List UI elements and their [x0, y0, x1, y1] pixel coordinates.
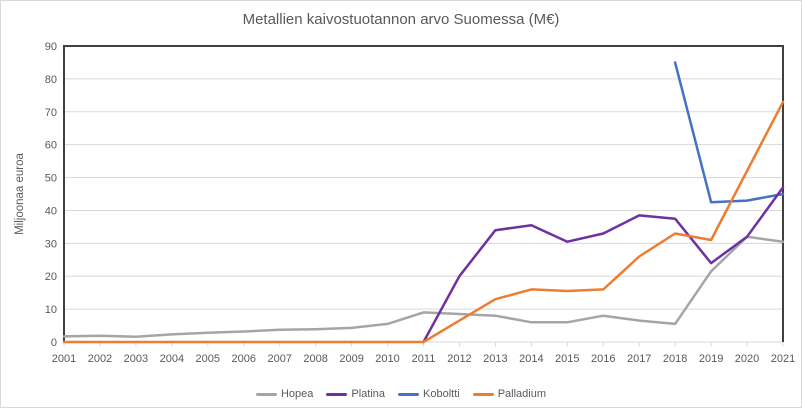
- x-tick-label: 2002: [88, 353, 112, 365]
- legend-item-koboltti: Koboltti: [398, 388, 460, 400]
- x-tick-label: 2004: [160, 353, 184, 365]
- y-tick-label: 70: [45, 107, 57, 119]
- series-line-platina: [422, 186, 785, 344]
- x-tick-label: 2006: [232, 353, 256, 365]
- y-tick-label: 0: [51, 337, 57, 349]
- y-tick-label: 20: [45, 271, 57, 283]
- legend-item-platina: Platina: [326, 388, 385, 400]
- x-tick-label: 2017: [627, 353, 651, 365]
- legend-swatch-hopea: [255, 392, 277, 396]
- y-tick-label: 90: [45, 41, 57, 53]
- series-line-hopea: [62, 235, 785, 338]
- y-tick-label: 30: [45, 238, 57, 250]
- x-tick-label: 2010: [375, 353, 399, 365]
- x-tick-label: 2008: [303, 353, 327, 365]
- legend-label-palladium: Palladium: [497, 388, 547, 400]
- x-tick-label: 2015: [555, 353, 579, 365]
- y-tick-label: 50: [45, 173, 57, 185]
- legend: Hopea Platina Koboltti Palladium: [1, 388, 801, 400]
- series-line-palladium: [62, 100, 785, 344]
- legend-swatch-koboltti: [398, 392, 420, 396]
- legend-swatch-palladium: [472, 392, 494, 396]
- x-tick-label: 2001: [52, 353, 76, 365]
- x-tick-label: 2016: [591, 353, 615, 365]
- x-tick-label: 2019: [699, 353, 723, 365]
- x-tick-label: 2011: [412, 353, 436, 365]
- x-tick-label: 2005: [196, 353, 220, 365]
- x-tick-label: 2007: [267, 353, 291, 365]
- legend-label-koboltti: Koboltti: [423, 388, 460, 400]
- legend-item-palladium: Palladium: [472, 388, 547, 400]
- legend-swatch-platina: [326, 392, 348, 396]
- y-tick-label: 10: [45, 304, 57, 316]
- y-tick-label: 40: [45, 205, 57, 217]
- x-tick-label: 2018: [663, 353, 687, 365]
- x-tick-label: 2020: [735, 353, 759, 365]
- plot-border: [63, 45, 784, 342]
- x-tick-label: 2013: [483, 353, 507, 365]
- legend-label-platina: Platina: [351, 388, 386, 400]
- x-tick-label: 2014: [519, 353, 543, 365]
- x-tick-label: 2003: [124, 353, 148, 365]
- legend-label-hopea: Hopea: [280, 388, 314, 400]
- chart-title: Metallien kaivostuotannon arvo Suomessa …: [242, 11, 560, 28]
- x-tick-label: 2009: [339, 353, 363, 365]
- y-tick-label: 60: [45, 140, 57, 152]
- y-tick-label: 80: [45, 74, 57, 86]
- series-line-koboltti: [673, 61, 785, 204]
- x-tick-label: 2012: [447, 353, 471, 365]
- legend-item-hopea: Hopea: [255, 388, 314, 400]
- x-tick-label: 2021: [771, 353, 795, 365]
